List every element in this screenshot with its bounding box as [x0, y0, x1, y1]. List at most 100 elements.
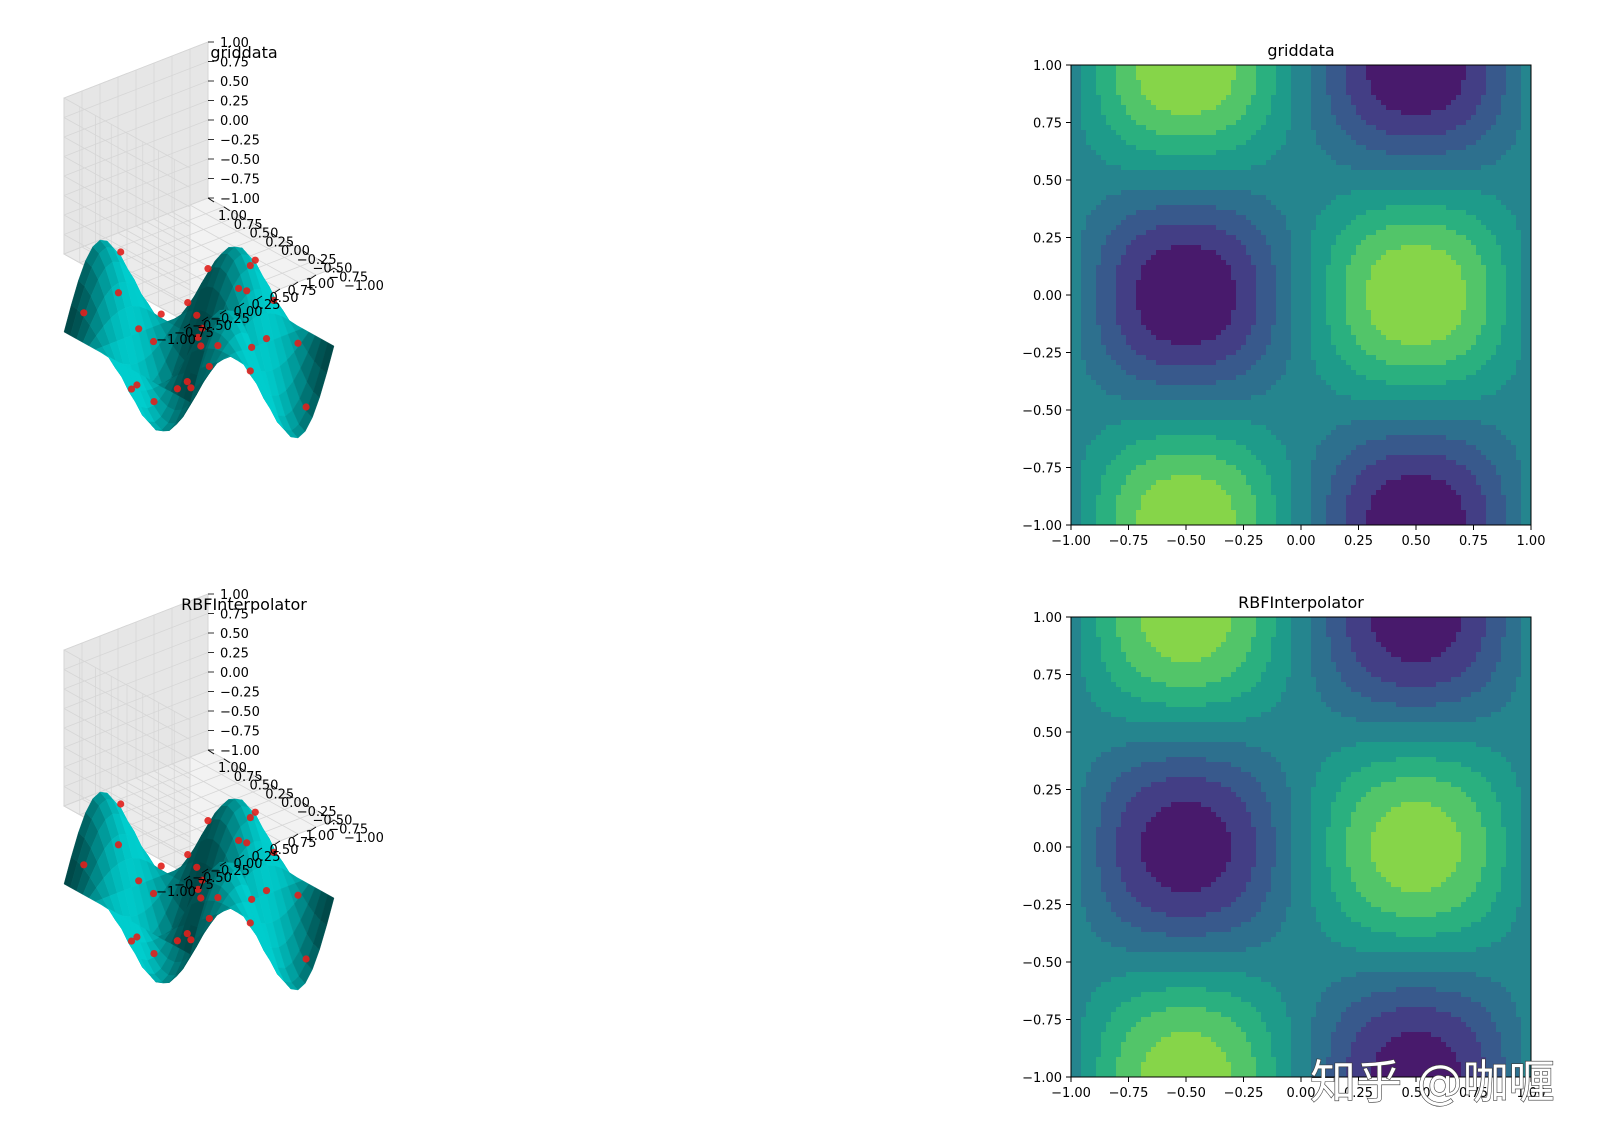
contour-cell: [1241, 520, 1247, 525]
contour-cell: [1126, 400, 1132, 406]
contour-cell: [1201, 375, 1207, 381]
contour-cell: [1301, 70, 1307, 76]
contour-cell: [1171, 290, 1177, 296]
contour-cell: [1276, 95, 1282, 101]
contour-cell: [1231, 110, 1237, 116]
contour-cell: [1236, 210, 1242, 216]
contour-cell: [1291, 200, 1297, 206]
contour-cell: [1086, 170, 1092, 176]
contour-cell: [1276, 375, 1282, 381]
contour-cell: [1291, 315, 1297, 321]
contour-cell: [1281, 420, 1287, 426]
contour-cell: [1096, 330, 1102, 336]
contour-cell: [1311, 225, 1317, 231]
contour-cell: [1306, 235, 1312, 241]
contour-cell: [1096, 410, 1102, 416]
contour-cell: [1236, 430, 1242, 436]
contour-cell: [1181, 245, 1187, 251]
contour-cell: [1121, 230, 1127, 236]
contour-cell: [1191, 150, 1197, 156]
contour-cell: [1141, 395, 1147, 401]
contour-cell: [1181, 310, 1187, 316]
contour-cell: [1261, 345, 1267, 351]
contour-cell: [1251, 495, 1257, 501]
contour-cell: [1071, 105, 1077, 111]
contour-cell: [1191, 75, 1197, 81]
contour-cell: [1261, 515, 1267, 521]
contour-cell: [1181, 485, 1187, 491]
contour-cell: [1216, 355, 1222, 361]
contour-cell: [1086, 220, 1092, 226]
contour-cell: [1301, 200, 1307, 206]
contour-cell: [1101, 160, 1107, 166]
contour-cell: [1201, 155, 1207, 161]
contour-cell: [1146, 370, 1152, 376]
contour-cell: [1306, 270, 1312, 276]
contour-cell: [1071, 425, 1077, 431]
contour-cell: [1296, 425, 1302, 431]
contour-cell: [1296, 440, 1302, 446]
contour-cell: [1116, 195, 1122, 201]
contour-cell: [1241, 500, 1247, 506]
contour-cell: [1296, 110, 1302, 116]
contour-cell: [1241, 390, 1247, 396]
contour-cell: [1236, 105, 1242, 111]
contour-cell: [1171, 195, 1177, 201]
y-tick-mark: [318, 258, 325, 264]
contour-cell: [1261, 290, 1267, 296]
contour-cell: [1071, 405, 1077, 411]
contour-cell: [1146, 125, 1152, 131]
contour-cell: [1271, 350, 1277, 356]
contour-cell: [1126, 455, 1132, 461]
contour-cell: [1226, 425, 1232, 431]
contour-cell: [1251, 430, 1257, 436]
contour-cell: [1126, 85, 1132, 91]
contour-cell: [1076, 425, 1082, 431]
contour-cell: [1096, 340, 1102, 346]
contour-cell: [1091, 150, 1097, 156]
contour-cell: [1296, 145, 1302, 151]
contour-cell: [1281, 380, 1287, 386]
contour-cell: [1176, 190, 1182, 196]
contour-cell: [1286, 155, 1292, 161]
contour-cell: [1096, 205, 1102, 211]
contour-cell: [1186, 380, 1192, 386]
contour-cell: [1191, 400, 1197, 406]
contour-cell: [1156, 295, 1162, 301]
contour-cell: [1141, 225, 1147, 231]
contour-cell: [1171, 440, 1177, 446]
contour-cell: [1131, 380, 1137, 386]
contour-cell: [1301, 225, 1307, 231]
contour-cell: [1141, 365, 1147, 371]
contour-cell: [1106, 275, 1112, 281]
contour-cell: [1271, 195, 1277, 201]
contour-cell: [1076, 485, 1082, 491]
contour-cell: [1131, 100, 1137, 106]
contour-cell: [1181, 195, 1187, 201]
contour-cell: [1116, 180, 1122, 186]
contour-cell: [1196, 190, 1202, 196]
contour-cell: [1211, 390, 1217, 396]
contour-cell: [1111, 120, 1117, 126]
contour-cell: [1236, 470, 1242, 476]
contour-cell: [1121, 80, 1127, 86]
contour-cell: [1191, 445, 1197, 451]
contour-cell: [1166, 325, 1172, 331]
contour-cell: [1086, 475, 1092, 481]
contour-cell: [1111, 480, 1117, 486]
contour-cell: [1171, 350, 1177, 356]
contour-cell: [1086, 365, 1092, 371]
contour-cell: [1136, 265, 1142, 271]
contour-cell: [1111, 495, 1117, 501]
contour-cell: [1166, 225, 1172, 231]
contour-cell: [1211, 265, 1217, 271]
contour-cell: [1196, 330, 1202, 336]
contour-cell: [1281, 260, 1287, 266]
contour-cell: [1131, 170, 1137, 176]
contour-cell: [1306, 305, 1312, 311]
contour-cell: [1261, 275, 1267, 281]
contour-cell: [1301, 215, 1307, 221]
contour-cell: [1276, 300, 1282, 306]
contour-cell: [1241, 485, 1247, 491]
